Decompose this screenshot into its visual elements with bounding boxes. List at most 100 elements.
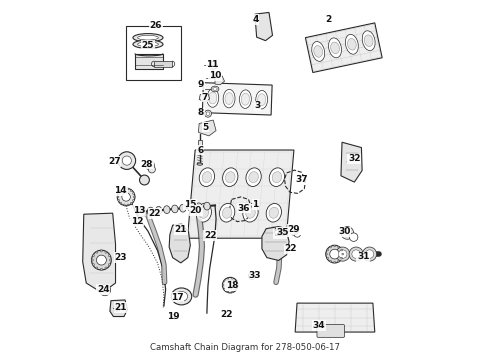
Ellipse shape — [272, 172, 282, 183]
Polygon shape — [255, 12, 272, 41]
Circle shape — [108, 255, 110, 257]
Circle shape — [341, 257, 343, 259]
Ellipse shape — [172, 205, 178, 213]
Bar — [126, 26, 181, 80]
Circle shape — [96, 267, 98, 269]
Circle shape — [117, 188, 135, 206]
Circle shape — [227, 282, 234, 289]
Circle shape — [352, 250, 360, 258]
Text: 23: 23 — [115, 253, 127, 262]
Circle shape — [120, 202, 122, 204]
Ellipse shape — [312, 41, 325, 61]
Text: 22: 22 — [204, 231, 217, 240]
FancyBboxPatch shape — [202, 83, 272, 115]
Ellipse shape — [241, 93, 249, 105]
Polygon shape — [341, 142, 362, 182]
Circle shape — [123, 204, 125, 206]
Text: 36: 36 — [237, 204, 250, 213]
Ellipse shape — [188, 204, 194, 211]
Circle shape — [330, 249, 340, 259]
Ellipse shape — [270, 168, 285, 186]
Circle shape — [349, 247, 363, 261]
Polygon shape — [215, 76, 224, 85]
Ellipse shape — [199, 168, 215, 186]
Ellipse shape — [223, 89, 235, 108]
Circle shape — [227, 291, 229, 293]
Bar — [154, 61, 172, 67]
Ellipse shape — [266, 203, 281, 222]
Circle shape — [334, 245, 336, 247]
Circle shape — [235, 280, 237, 282]
Ellipse shape — [164, 206, 170, 213]
Circle shape — [130, 202, 132, 204]
Text: 10: 10 — [209, 71, 221, 80]
Text: 33: 33 — [248, 271, 260, 280]
Ellipse shape — [197, 163, 203, 165]
Ellipse shape — [222, 168, 238, 186]
Circle shape — [349, 233, 358, 242]
Circle shape — [222, 277, 238, 293]
Circle shape — [326, 245, 343, 263]
Circle shape — [209, 62, 217, 69]
Text: 14: 14 — [115, 186, 127, 195]
Circle shape — [99, 284, 111, 296]
Circle shape — [232, 291, 233, 293]
Text: 28: 28 — [141, 159, 153, 168]
Ellipse shape — [138, 42, 158, 46]
Polygon shape — [83, 213, 116, 293]
Circle shape — [363, 247, 377, 261]
Circle shape — [137, 208, 146, 217]
Circle shape — [223, 280, 225, 282]
Text: 21: 21 — [174, 225, 187, 234]
Ellipse shape — [180, 204, 186, 212]
Text: 8: 8 — [198, 108, 204, 117]
Text: 6: 6 — [197, 145, 203, 154]
Circle shape — [206, 112, 210, 116]
Circle shape — [127, 188, 129, 190]
Polygon shape — [110, 300, 127, 316]
Circle shape — [342, 253, 343, 255]
Ellipse shape — [175, 292, 188, 301]
Circle shape — [130, 190, 132, 192]
FancyBboxPatch shape — [317, 325, 344, 337]
Ellipse shape — [225, 172, 235, 183]
Circle shape — [336, 247, 350, 261]
Text: 21: 21 — [115, 303, 127, 312]
Circle shape — [132, 193, 134, 194]
Text: 9: 9 — [197, 80, 204, 89]
Text: 24: 24 — [97, 285, 109, 294]
Ellipse shape — [209, 92, 217, 104]
Bar — [198, 140, 202, 149]
Ellipse shape — [245, 207, 255, 218]
Ellipse shape — [211, 86, 219, 92]
Circle shape — [327, 257, 328, 259]
Circle shape — [140, 175, 149, 185]
Ellipse shape — [220, 203, 235, 222]
Circle shape — [119, 310, 120, 311]
Ellipse shape — [147, 207, 154, 215]
Circle shape — [276, 228, 283, 235]
Circle shape — [366, 250, 374, 258]
Circle shape — [248, 273, 256, 279]
Text: 17: 17 — [171, 293, 184, 302]
Circle shape — [334, 261, 336, 263]
Ellipse shape — [243, 203, 258, 222]
Ellipse shape — [207, 89, 219, 107]
Ellipse shape — [269, 207, 279, 218]
Text: 34: 34 — [313, 321, 325, 330]
Text: 22: 22 — [220, 310, 233, 319]
Text: 1: 1 — [252, 200, 259, 209]
Circle shape — [223, 289, 225, 290]
Circle shape — [113, 308, 114, 309]
Text: 18: 18 — [226, 281, 238, 290]
Polygon shape — [262, 226, 289, 260]
Circle shape — [222, 284, 224, 286]
Polygon shape — [199, 94, 210, 102]
Ellipse shape — [364, 35, 373, 46]
Ellipse shape — [213, 87, 217, 90]
Text: 5: 5 — [202, 122, 209, 131]
Ellipse shape — [256, 90, 268, 109]
Circle shape — [105, 251, 107, 253]
Circle shape — [93, 264, 95, 266]
Circle shape — [93, 255, 95, 257]
